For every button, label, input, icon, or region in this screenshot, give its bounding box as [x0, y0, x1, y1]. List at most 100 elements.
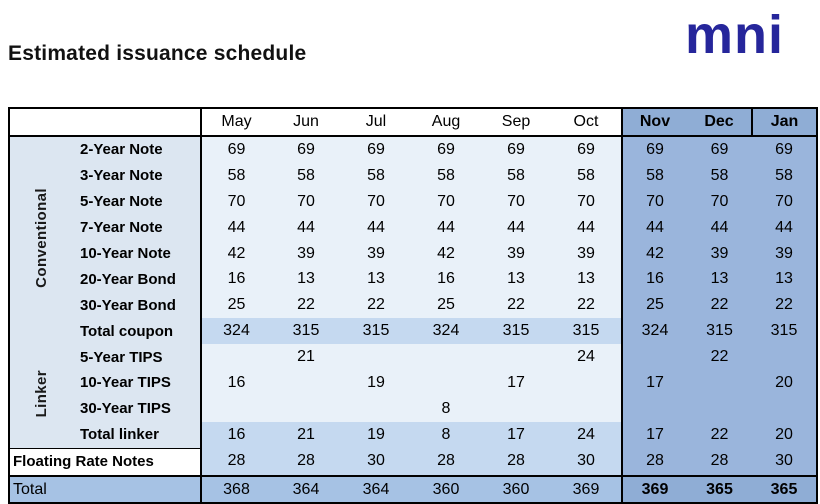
value-cell: 22: [687, 421, 752, 449]
value-cell: 39: [752, 240, 817, 267]
value-cell: 22: [551, 292, 623, 319]
row-label: Total linker: [73, 421, 202, 449]
table-row: 20-Year Bond 16 13 13 16 13 13 16 13 13: [9, 266, 817, 293]
group-cell-linker: Linker: [9, 344, 73, 449]
value-cell: 365: [687, 474, 752, 504]
value-cell: [201, 395, 271, 422]
value-cell: 70: [752, 188, 817, 215]
value-cell: 315: [752, 318, 817, 345]
value-cell: [411, 344, 481, 371]
value-cell: 24: [551, 421, 623, 449]
value-cell: 58: [201, 162, 271, 189]
value-cell: 69: [752, 136, 817, 163]
value-cell: [752, 344, 817, 371]
value-cell: [411, 370, 481, 396]
column-header-jan: Jan: [751, 108, 817, 137]
value-cell: 58: [481, 162, 551, 189]
table-row: 10-Year Note 42 39 39 42 39 39 42 39 39: [9, 240, 817, 267]
value-cell: 22: [752, 292, 817, 319]
value-cell: 28: [201, 448, 271, 476]
value-cell: 42: [622, 240, 687, 267]
value-cell: 69: [687, 136, 752, 163]
value-cell: 42: [411, 240, 481, 267]
value-cell: 13: [271, 266, 341, 293]
value-cell: [271, 395, 341, 422]
value-cell: 16: [411, 266, 481, 293]
value-cell: 22: [341, 292, 411, 319]
value-cell: 58: [271, 162, 341, 189]
row-label: Total coupon: [73, 318, 202, 345]
table-row: Conventional 2-Year Note 69 69 69 69 69 69 69 69 6…: [9, 136, 817, 345]
mni-logo: mni: [684, 5, 784, 65]
value-cell: 17: [622, 370, 687, 396]
value-cell: [687, 370, 752, 396]
table-row: Total 368 364 364 360 360 369 369 365 365: [9, 474, 817, 504]
column-header-dec: Dec: [687, 108, 752, 137]
value-cell: 16: [201, 266, 271, 293]
table-row: 30-Year Bond 25 22 22 25 22 22 25 22 22: [9, 292, 817, 319]
value-cell: 20: [752, 370, 817, 396]
value-cell: 70: [201, 188, 271, 215]
column-header-nov: Nov: [622, 108, 687, 137]
value-cell: 20: [752, 421, 817, 449]
value-cell: 70: [551, 188, 623, 215]
value-cell: [622, 344, 687, 371]
group-label: Linker: [33, 369, 50, 418]
value-cell: 70: [687, 188, 752, 215]
group-cell-conventional: Conventional: [9, 136, 73, 345]
value-cell: 364: [271, 474, 341, 504]
value-cell: 315: [687, 318, 752, 345]
value-cell: [271, 370, 341, 396]
value-cell: 39: [341, 240, 411, 267]
value-cell: 19: [341, 421, 411, 449]
column-header-may: May: [201, 108, 271, 137]
value-cell: 16: [622, 266, 687, 293]
value-cell: 58: [622, 162, 687, 189]
value-cell: 365: [752, 474, 817, 504]
value-cell: 315: [341, 318, 411, 345]
value-cell: [622, 395, 687, 422]
value-cell: 39: [551, 240, 623, 267]
row-label: 3-Year Note: [73, 162, 202, 189]
value-cell: 42: [201, 240, 271, 267]
row-label: 20-Year Bond: [73, 266, 202, 293]
value-cell: 315: [481, 318, 551, 345]
value-cell: 44: [341, 214, 411, 241]
value-cell: [341, 395, 411, 422]
value-cell: 324: [201, 318, 271, 345]
value-cell: 17: [481, 370, 551, 396]
row-label: 2-Year Note: [73, 136, 202, 163]
value-cell: [551, 370, 623, 396]
value-cell: 70: [411, 188, 481, 215]
row-label: 10-Year Note: [73, 240, 202, 267]
table-body: Conventional 2-Year Note 69 69 69 69 69 69 69 69 6…: [9, 136, 817, 504]
value-cell: 24: [551, 344, 623, 371]
value-cell: 368: [201, 474, 271, 504]
column-header-sep: Sep: [481, 108, 551, 137]
value-cell: 21: [271, 421, 341, 449]
value-cell: 39: [271, 240, 341, 267]
value-cell: 30: [551, 448, 623, 476]
value-cell: 16: [201, 370, 271, 396]
value-cell: 44: [622, 214, 687, 241]
value-cell: 25: [411, 292, 481, 319]
table-row: Total linker 16 21 19 8 17 24 17 22 20: [9, 421, 817, 449]
value-cell: 13: [687, 266, 752, 293]
value-cell: 44: [411, 214, 481, 241]
value-cell: 44: [201, 214, 271, 241]
value-cell: 30: [752, 448, 817, 476]
column-header-jun: Jun: [271, 108, 341, 137]
table-row: 7-Year Note 44 44 44 44 44 44 44 44 44: [9, 214, 817, 241]
value-cell: 44: [687, 214, 752, 241]
value-cell: [341, 344, 411, 371]
value-cell: 39: [687, 240, 752, 267]
value-cell: 28: [687, 448, 752, 476]
value-cell: [752, 395, 817, 422]
value-cell: [551, 395, 623, 422]
value-cell: 58: [752, 162, 817, 189]
value-cell: 58: [687, 162, 752, 189]
row-label: 10-Year TIPS: [73, 370, 202, 396]
value-cell: 28: [481, 448, 551, 476]
corner-cell: [9, 108, 202, 137]
value-cell: 69: [551, 136, 623, 163]
